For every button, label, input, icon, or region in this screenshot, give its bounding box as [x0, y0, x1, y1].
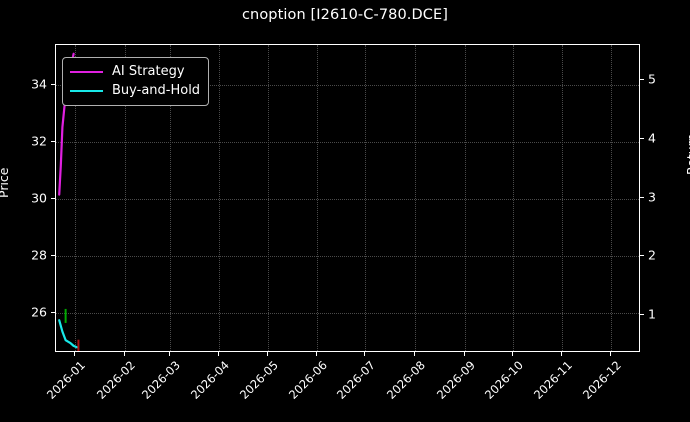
y-tick-label-right: 1: [648, 306, 656, 322]
gridline-vertical: [562, 45, 564, 351]
y-tick-mark-left: [51, 140, 55, 142]
legend-swatch-ai-strategy: [70, 70, 103, 73]
gridline-vertical: [267, 45, 269, 351]
series-line-buy-and-hold: [58, 319, 78, 349]
x-tick-mark: [511, 352, 513, 356]
y-tick-mark-left: [51, 198, 55, 199]
x-tick-mark: [316, 352, 318, 356]
gridline-horizontal: [56, 199, 639, 200]
legend-label-buy-and-hold: Buy-and-Hold: [112, 83, 201, 98]
y-tick-label-left: 26: [31, 304, 47, 320]
x-tick-label: 2026-07: [334, 358, 379, 402]
x-tick-mark: [168, 352, 170, 356]
gridline-horizontal: [56, 256, 639, 258]
x-tick-mark: [218, 352, 220, 356]
gridline-vertical: [610, 45, 612, 351]
y-tick-mark-right: [640, 137, 644, 139]
gridline-vertical: [512, 45, 514, 351]
gridline-vertical: [415, 45, 416, 351]
x-tick-mark: [561, 352, 563, 356]
x-tick-mark: [123, 352, 125, 356]
x-tick-label: 2026-01: [44, 358, 89, 402]
y-tick-label-right: 3: [648, 189, 656, 205]
y-tick-mark-right: [640, 79, 644, 81]
y-tick-label-left: 32: [31, 133, 47, 149]
gridline-vertical: [317, 45, 319, 351]
y-tick-label-right: 5: [648, 71, 656, 87]
y-tick-mark-left: [51, 312, 55, 314]
x-tick-label: 2026-08: [384, 358, 428, 402]
x-tick-label: 2026-10: [481, 358, 526, 402]
y-axis-label-left: Price: [0, 167, 11, 199]
legend-item-ai-strategy: AI Strategy: [70, 62, 200, 81]
chart-title: cnoption [I2610-C-780.DCE]: [241, 7, 449, 23]
y-tick-label-left: 34: [31, 76, 47, 92]
x-tick-label: 2026-05: [236, 358, 281, 402]
x-tick-label: 2026-06: [286, 358, 331, 402]
y-tick-label-right: 2: [648, 247, 656, 263]
y-tick-label-right: 4: [648, 130, 656, 146]
gridline-vertical: [75, 45, 77, 351]
x-tick-label: 2026-02: [93, 358, 138, 402]
x-tick-label: 2026-09: [433, 358, 478, 402]
x-tick-mark: [414, 352, 415, 356]
legend-item-buy-and-hold: Buy-and-Hold: [70, 81, 200, 100]
y-tick-mark-left: [51, 83, 55, 85]
x-tick-mark: [609, 352, 611, 356]
y-tick-mark-left: [51, 255, 55, 257]
x-tick-label: 2026-12: [579, 358, 624, 402]
gridline-vertical: [464, 45, 466, 351]
gridline-horizontal: [56, 313, 639, 315]
gridline-horizontal: [56, 84, 639, 86]
x-tick-mark: [364, 352, 366, 356]
x-tick-label: 2026-11: [531, 358, 576, 402]
x-tick-mark: [266, 352, 268, 356]
y-tick-label-left: 30: [31, 190, 47, 206]
x-tick-mark: [74, 352, 76, 356]
y-tick-mark-right: [640, 313, 644, 315]
y-tick-label-left: 28: [31, 247, 47, 263]
x-tick-mark: [463, 352, 465, 356]
legend-swatch-buy-and-hold: [70, 89, 103, 92]
y-tick-mark-right: [640, 196, 644, 198]
gridline-vertical: [365, 45, 367, 351]
gridline-horizontal: [56, 141, 639, 143]
x-tick-label: 2026-03: [138, 358, 183, 402]
gridline-vertical: [219, 45, 221, 351]
gridline-vertical: [124, 45, 126, 351]
legend-label-ai-strategy: AI Strategy: [112, 64, 185, 79]
y-tick-mark-right: [640, 255, 644, 257]
x-tick-label: 2026-04: [188, 358, 233, 402]
gridline-vertical: [169, 45, 171, 351]
y-axis-label-right: Return: [684, 133, 690, 175]
chart-legend: AI Strategy Buy-and-Hold: [62, 57, 210, 106]
